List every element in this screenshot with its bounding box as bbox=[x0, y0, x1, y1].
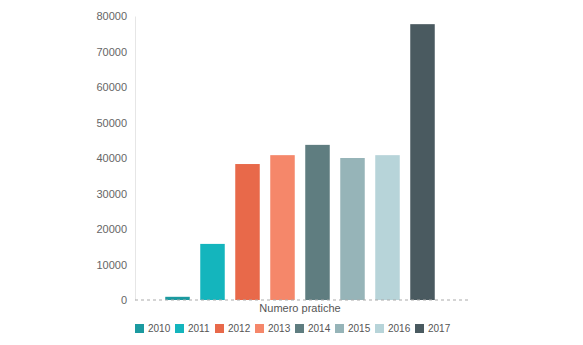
bar bbox=[270, 155, 295, 300]
legend-item: 2012 bbox=[215, 323, 251, 334]
legend-swatch bbox=[255, 324, 264, 333]
y-axis-line bbox=[135, 17, 136, 301]
bar bbox=[305, 145, 330, 300]
chart-svg: 0 10000 20000 30000 40000 50000 60000 70000 8000… bbox=[0, 0, 583, 345]
legend-item: 2015 bbox=[335, 323, 371, 334]
legend-label: 2013 bbox=[268, 323, 291, 334]
bar bbox=[200, 244, 225, 300]
y-tick: 60000 bbox=[96, 81, 135, 93]
legend-swatch bbox=[295, 324, 304, 333]
y-tick-label: 40000 bbox=[96, 152, 127, 164]
legend-item: 2014 bbox=[295, 323, 331, 334]
y-tick-label: 0 bbox=[121, 294, 127, 306]
legend-swatch bbox=[335, 324, 344, 333]
legend-label: 2017 bbox=[428, 323, 451, 334]
legend-item: 2010 bbox=[135, 323, 171, 334]
y-axis: 0 10000 20000 30000 40000 50000 60000 70000 8000… bbox=[96, 10, 135, 306]
x-axis-line bbox=[135, 300, 470, 301]
y-tick: 40000 bbox=[96, 152, 135, 164]
y-tick: 10000 bbox=[96, 259, 135, 271]
bar bbox=[235, 164, 260, 300]
legend-item: 2011 bbox=[175, 323, 210, 334]
y-tick-label: 30000 bbox=[96, 188, 127, 200]
legend-swatch bbox=[215, 324, 224, 333]
y-tick: 50000 bbox=[96, 117, 135, 129]
y-tick: 30000 bbox=[96, 188, 135, 200]
legend-label: 2016 bbox=[388, 323, 411, 334]
legend-label: 2010 bbox=[148, 323, 171, 334]
y-tick-label: 70000 bbox=[96, 46, 127, 58]
bar bbox=[375, 155, 400, 300]
bar bbox=[410, 24, 435, 300]
y-tick-label: 20000 bbox=[96, 223, 127, 235]
x-tick: Numero pratiche bbox=[259, 300, 340, 314]
y-tick-label: 50000 bbox=[96, 117, 127, 129]
y-tick: 80000 bbox=[96, 10, 135, 22]
x-tick-label: Numero pratiche bbox=[259, 302, 340, 314]
legend-item: 2016 bbox=[375, 323, 411, 334]
legend-swatch bbox=[175, 324, 184, 333]
bar bbox=[340, 158, 365, 300]
legend-item: 2017 bbox=[415, 323, 451, 334]
legend-label: 2015 bbox=[348, 323, 371, 334]
y-tick-label: 10000 bbox=[96, 259, 127, 271]
y-tick: 20000 bbox=[96, 223, 135, 235]
legend-swatch bbox=[415, 324, 424, 333]
y-tick: 0 bbox=[121, 294, 135, 306]
bars bbox=[165, 24, 435, 300]
y-tick-label: 60000 bbox=[96, 81, 127, 93]
legend-item: 2013 bbox=[255, 323, 291, 334]
legend-label: 2011 bbox=[188, 323, 210, 334]
legend-swatch bbox=[135, 324, 144, 333]
y-tick-label: 80000 bbox=[96, 10, 127, 22]
legend-swatch bbox=[375, 324, 384, 333]
x-axis: Numero pratiche bbox=[135, 300, 470, 314]
legend: 2010 2011 2012 2013 2014 2015 2016 2017 bbox=[135, 323, 451, 334]
legend-label: 2014 bbox=[308, 323, 331, 334]
chart-container: 0 10000 20000 30000 40000 50000 60000 70000 8000… bbox=[0, 0, 583, 345]
legend-label: 2012 bbox=[228, 323, 251, 334]
y-tick: 70000 bbox=[96, 46, 135, 58]
